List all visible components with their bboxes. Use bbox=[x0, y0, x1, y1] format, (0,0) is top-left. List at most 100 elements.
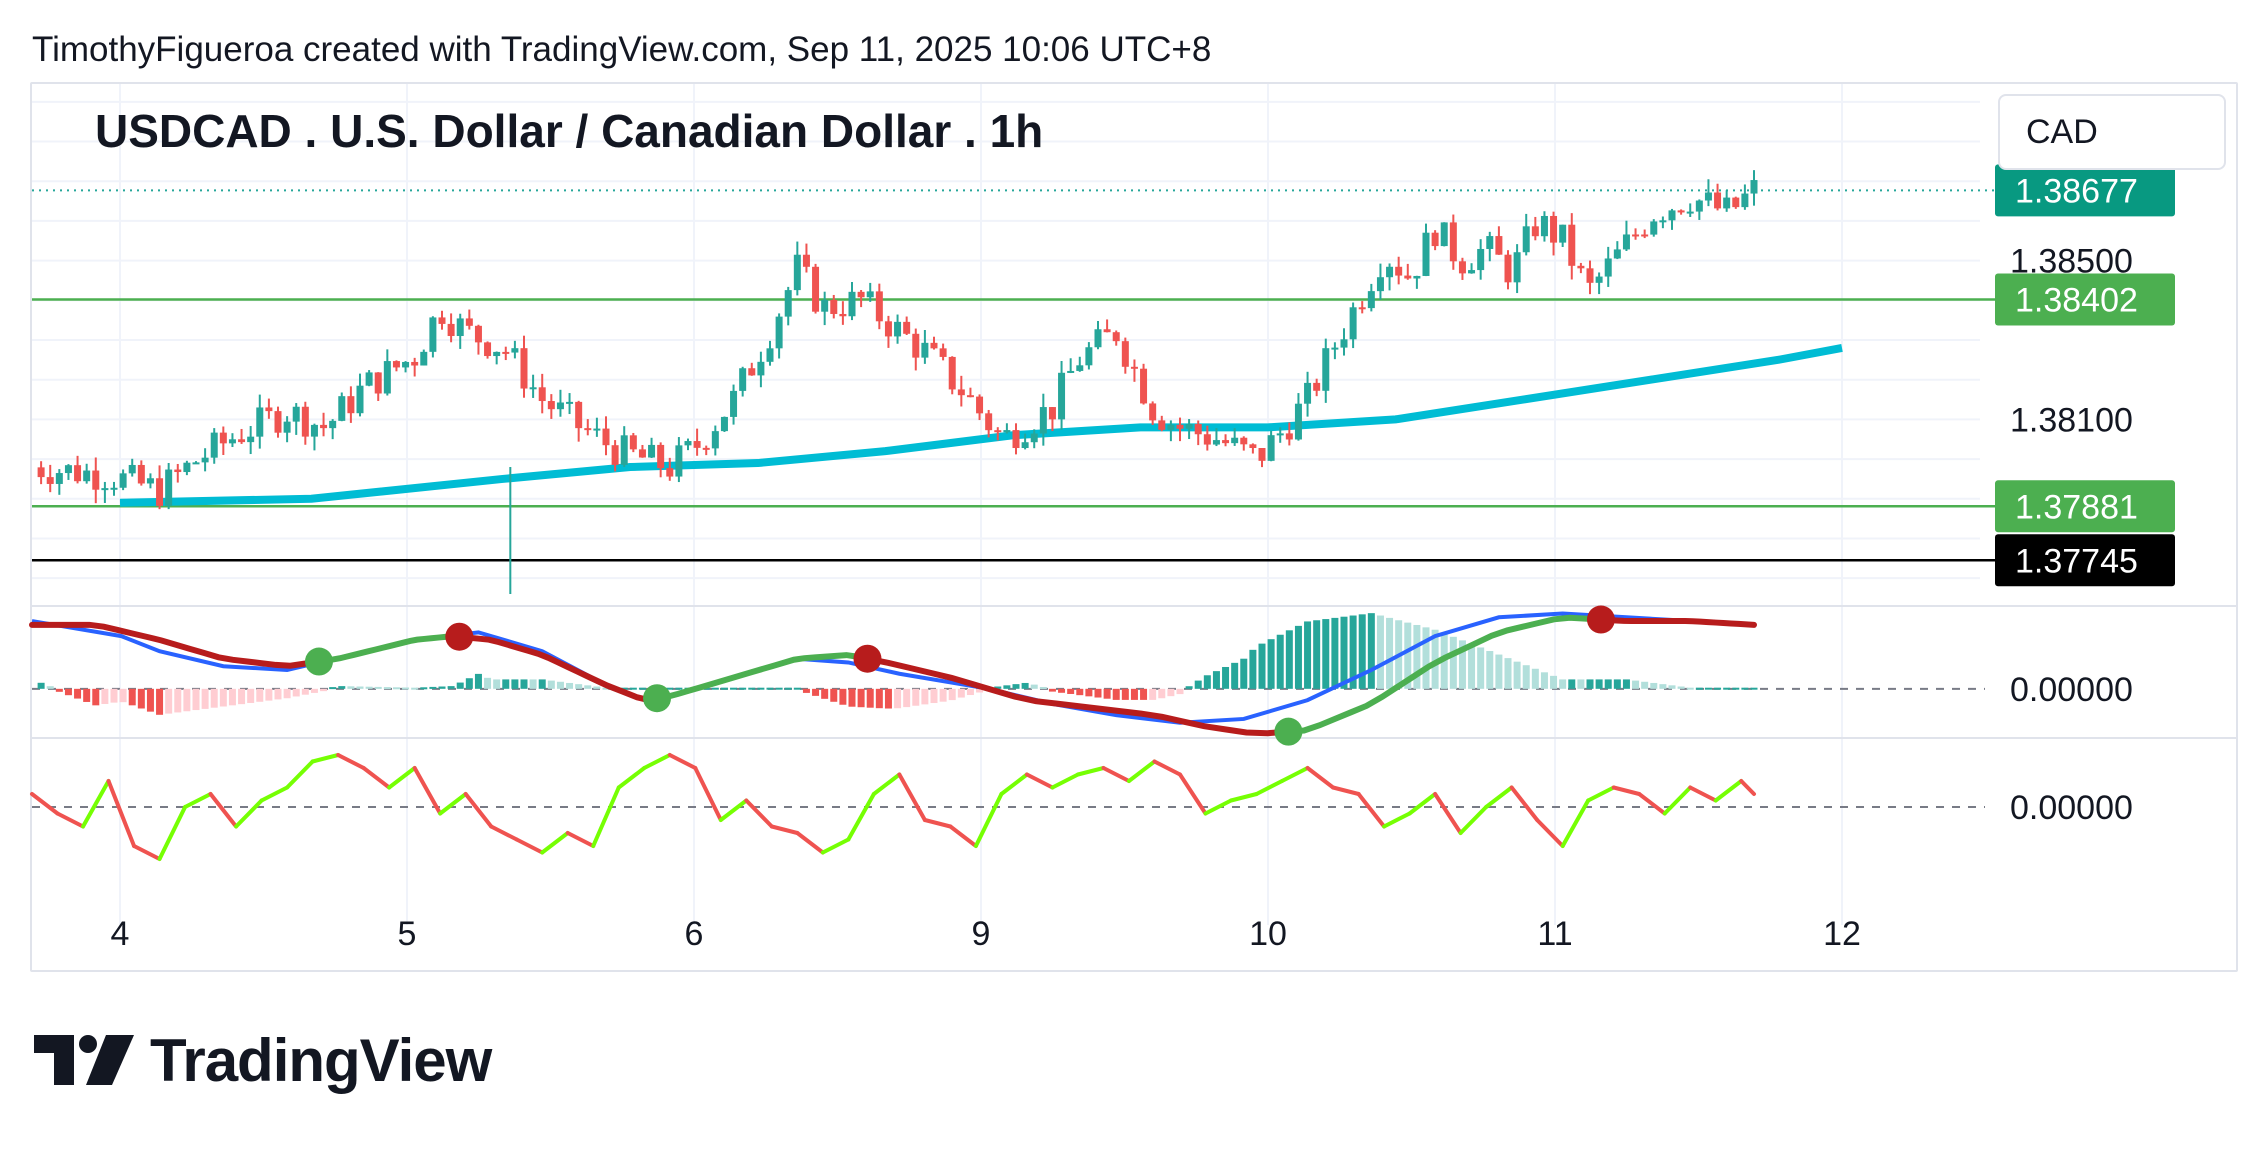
histogram-bar bbox=[675, 687, 683, 690]
histogram-bar bbox=[739, 687, 747, 690]
oscillator-segment bbox=[1586, 785, 1616, 803]
histogram-bar bbox=[1058, 688, 1066, 693]
candle-body bbox=[1130, 366, 1138, 369]
oscillator-segment bbox=[565, 831, 596, 848]
tradingview-logo-text: TradingView bbox=[150, 1026, 492, 1094]
candle-body bbox=[1094, 329, 1102, 348]
histogram-bar bbox=[146, 688, 154, 712]
histogram-bar bbox=[420, 687, 428, 690]
histogram-bar bbox=[1595, 679, 1603, 689]
histogram-bar bbox=[1076, 688, 1084, 696]
candle-body bbox=[1240, 437, 1248, 445]
candle-body bbox=[985, 413, 993, 431]
histogram-bar bbox=[821, 688, 829, 699]
candle-body bbox=[1495, 236, 1503, 255]
candle-body bbox=[1231, 437, 1239, 444]
candle-body bbox=[1085, 347, 1093, 366]
candle-body bbox=[1440, 222, 1448, 247]
oscillator-segment bbox=[540, 831, 570, 855]
histogram-bar bbox=[966, 688, 974, 696]
oscillator-segment bbox=[642, 753, 672, 770]
candle-body bbox=[1358, 307, 1366, 310]
candle-body bbox=[584, 428, 592, 431]
signal-line bbox=[316, 633, 463, 665]
candle-body bbox=[1586, 268, 1594, 283]
chart-frame bbox=[30, 82, 2238, 972]
histogram-bar bbox=[502, 679, 510, 689]
tradingview-logo[interactable]: TradingView bbox=[34, 1027, 492, 1094]
histogram-bar bbox=[839, 688, 847, 705]
header-caption: TimothyFigueroa created with TradingView… bbox=[32, 30, 1212, 69]
oscillator-segment bbox=[1178, 772, 1208, 816]
histogram-bar bbox=[511, 679, 519, 689]
histogram-bar bbox=[1021, 682, 1029, 689]
x-tick-label: 5 bbox=[398, 915, 417, 953]
candle-body bbox=[976, 396, 984, 414]
candle-body bbox=[575, 401, 583, 429]
oscillator-segment bbox=[183, 792, 213, 809]
oscillator-segment bbox=[489, 824, 519, 842]
price-badge bbox=[1995, 273, 2175, 326]
candle-body bbox=[356, 385, 364, 414]
candle-body bbox=[702, 447, 710, 450]
signal-line bbox=[29, 621, 322, 669]
candle-body bbox=[1276, 433, 1284, 436]
candle-body bbox=[638, 449, 646, 458]
histogram-bar bbox=[784, 687, 792, 690]
histogram-bar bbox=[1413, 624, 1421, 689]
candle-body bbox=[766, 348, 774, 362]
oscillator-segment bbox=[208, 792, 239, 829]
candle-body bbox=[1632, 234, 1640, 237]
histogram-bar bbox=[484, 677, 492, 689]
candle-body bbox=[1695, 200, 1703, 212]
oscillator-segment bbox=[1254, 779, 1285, 796]
histogram-bar bbox=[274, 688, 282, 700]
oscillator-segment bbox=[336, 753, 366, 770]
histogram-bar bbox=[1686, 687, 1694, 690]
histogram-bar bbox=[538, 679, 546, 689]
histogram-bar bbox=[1668, 685, 1676, 689]
histogram-bar bbox=[894, 688, 902, 709]
histogram-bar bbox=[1613, 679, 1621, 689]
histogram-bar bbox=[575, 684, 583, 689]
candle-body bbox=[137, 464, 145, 484]
candle-body bbox=[894, 321, 902, 337]
histogram-bar bbox=[1185, 686, 1193, 689]
histogram-bar bbox=[392, 687, 400, 690]
histogram-bar bbox=[566, 682, 574, 689]
crossover-marker bbox=[1586, 605, 1615, 634]
oscillator-segment bbox=[81, 779, 111, 829]
oscillator-segment bbox=[1637, 792, 1667, 816]
oscillator-segment bbox=[922, 818, 953, 829]
signal-line bbox=[654, 652, 871, 702]
candle-body bbox=[720, 416, 728, 432]
histogram-bar bbox=[1048, 688, 1056, 692]
histogram-bar bbox=[1103, 688, 1111, 699]
histogram-bar bbox=[766, 687, 774, 690]
histogram-bar bbox=[1495, 654, 1503, 689]
oscillator-segment bbox=[106, 779, 137, 848]
candle-body bbox=[219, 432, 227, 444]
histogram-bar bbox=[1522, 665, 1530, 689]
histogram-bar bbox=[1212, 671, 1220, 689]
histogram-bar bbox=[1714, 687, 1722, 690]
candle-body bbox=[1003, 430, 1011, 433]
candle-body bbox=[1431, 232, 1439, 247]
histogram-bar bbox=[1477, 647, 1485, 689]
histogram-bar bbox=[711, 687, 719, 690]
candle-body bbox=[1550, 215, 1558, 243]
histogram-bar bbox=[1741, 687, 1749, 690]
histogram-bar bbox=[74, 688, 82, 699]
candle-body bbox=[447, 323, 455, 337]
candle-body bbox=[1367, 291, 1375, 309]
histogram-bar bbox=[128, 688, 136, 706]
candle-body bbox=[283, 421, 291, 433]
candle-body bbox=[55, 473, 63, 484]
histogram-bar bbox=[1121, 688, 1129, 700]
histogram-bar bbox=[192, 688, 200, 711]
histogram-bar bbox=[857, 688, 865, 708]
histogram-bar bbox=[1550, 675, 1558, 689]
histogram-bar bbox=[119, 688, 127, 703]
currency-selector[interactable]: CAD bbox=[1998, 94, 2226, 170]
